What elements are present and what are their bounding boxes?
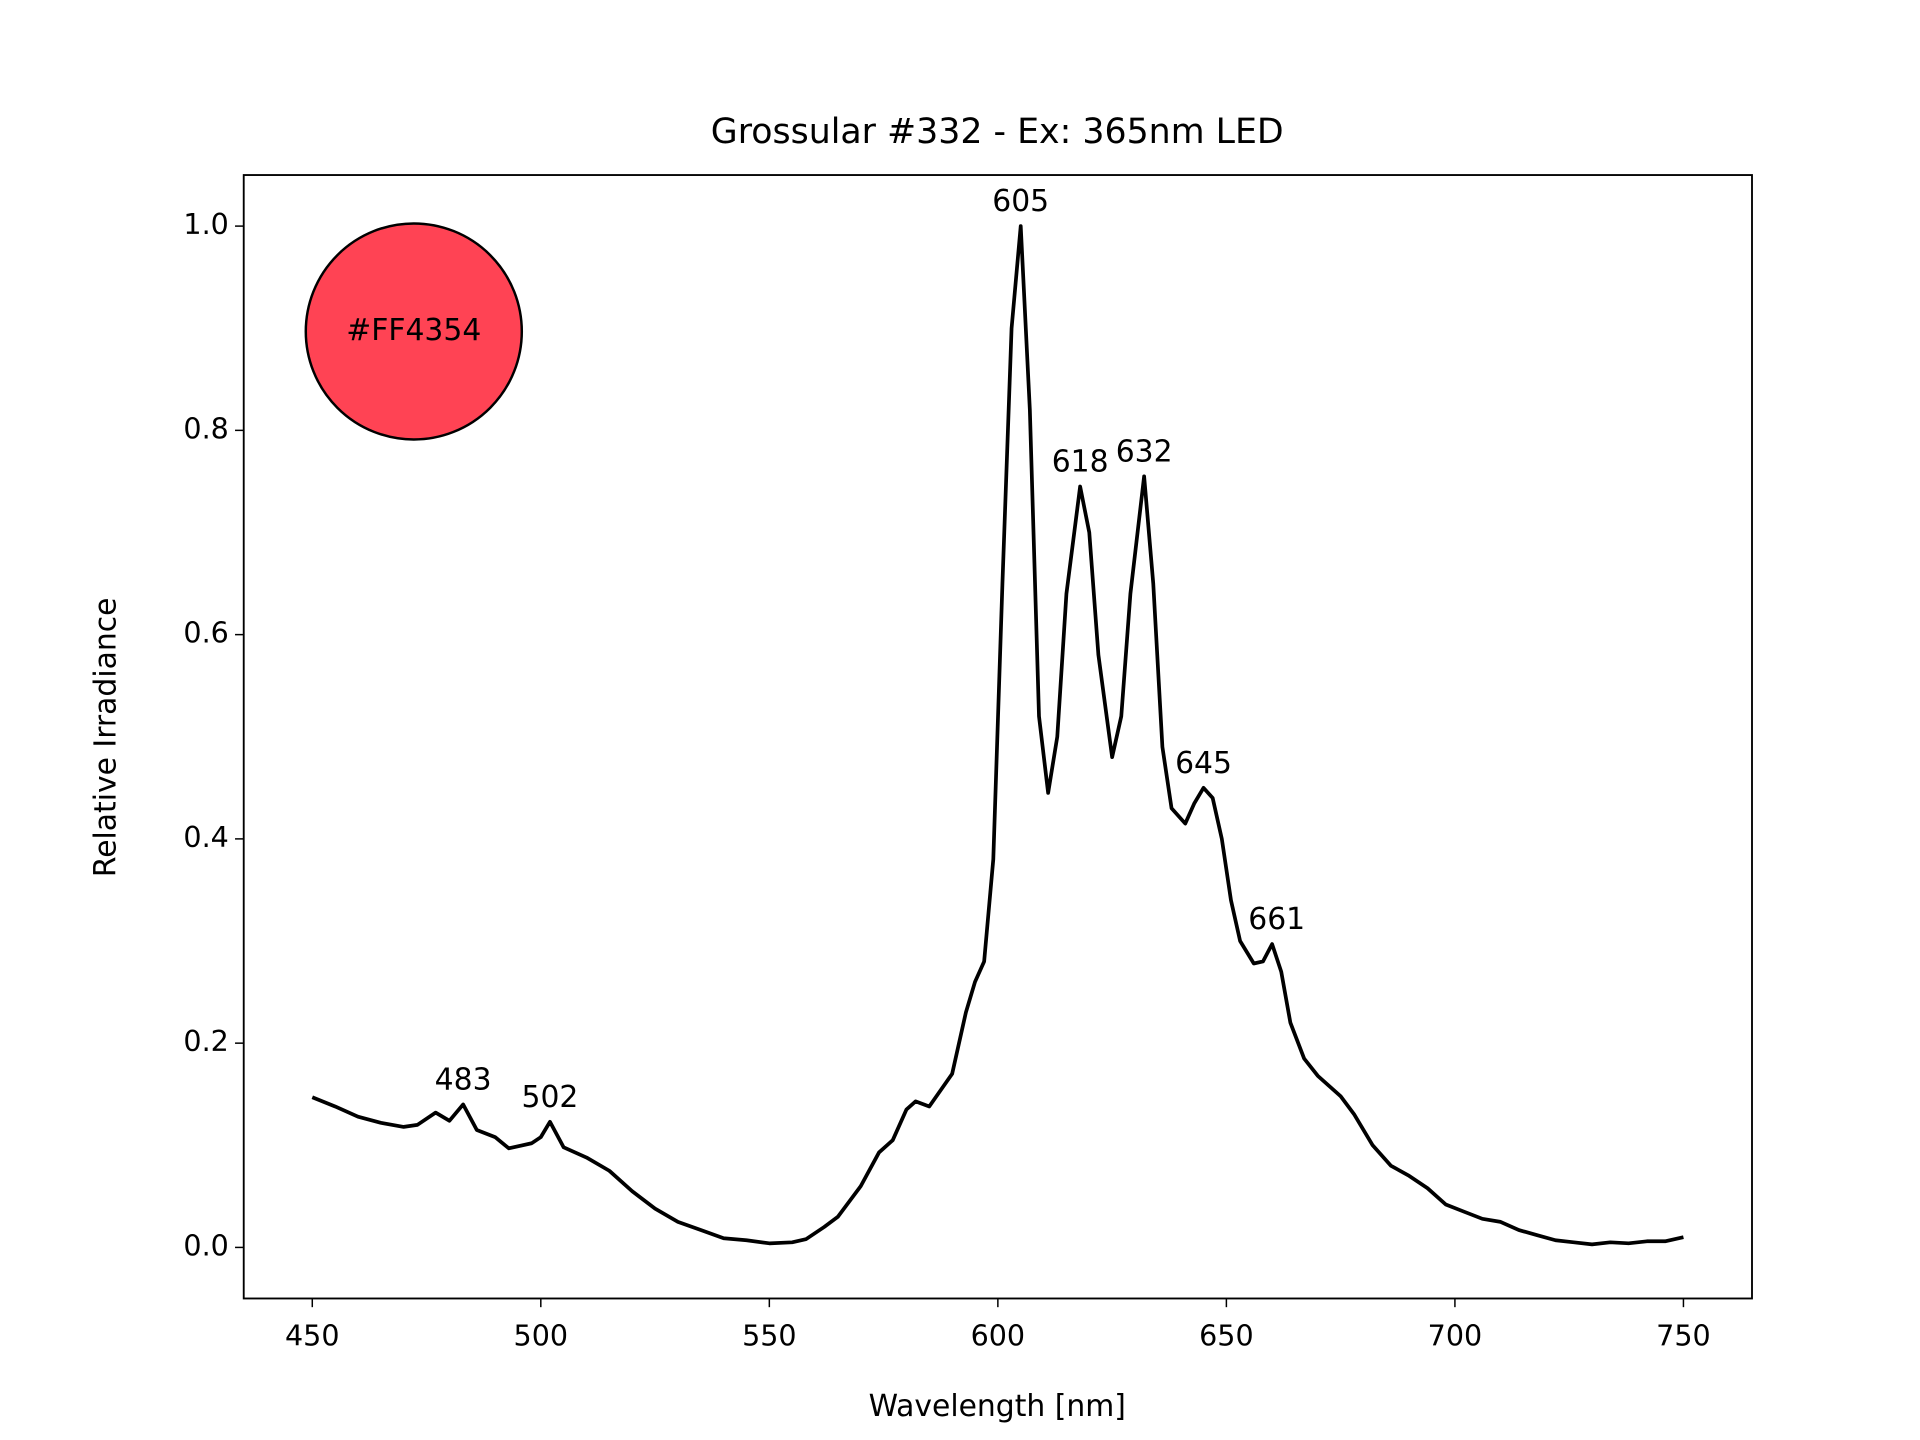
spectrum-line [311,224,1684,1247]
peak-label: 632 [1116,434,1173,469]
peak-label: 645 [1175,746,1232,781]
peak-label: 502 [522,1080,579,1115]
y-tick-label: 0.6 [183,616,228,650]
x-tick-label: 450 [285,1319,340,1353]
y-tick-label: 0.4 [183,820,228,854]
plot-frame [242,174,1753,1300]
swatch-label: #FF4354 [346,313,481,348]
x-tick-label: 600 [971,1319,1026,1353]
x-tick-label: 700 [1428,1319,1483,1353]
x-tick-label: 750 [1656,1319,1711,1353]
y-tick-label: 0.2 [183,1024,228,1058]
x-tick-label: 650 [1199,1319,1254,1353]
peak-label: 483 [435,1063,492,1098]
x-axis-label: Wavelength [nm] [869,1389,1126,1424]
y-tick-label: 0.8 [183,411,228,445]
peak-label: 605 [992,184,1049,219]
x-tick-label: 500 [514,1319,569,1353]
chart-title: Grossular #332 - Ex: 365nm LED [711,112,1284,152]
y-tick-label: 0.0 [183,1228,228,1262]
peak-label: 618 [1052,445,1109,480]
y-tick-label: 1.0 [183,207,228,241]
peak-label: 661 [1248,902,1305,937]
x-tick-label: 550 [742,1319,796,1353]
y-axis-label: Relative Irradiance [89,598,124,878]
color-swatch [304,222,524,441]
